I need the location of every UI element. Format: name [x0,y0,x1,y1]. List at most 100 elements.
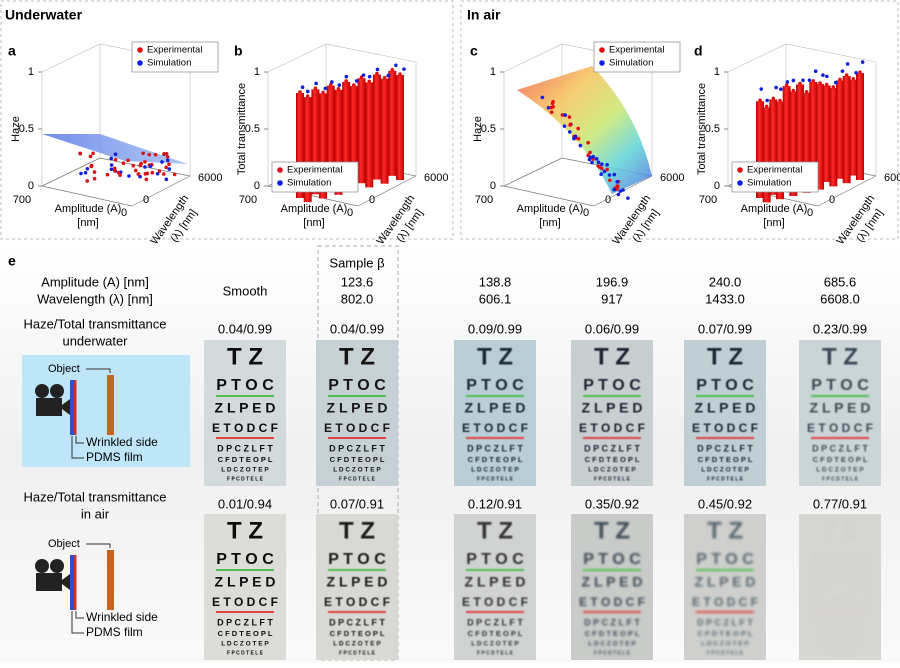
data-point [626,196,630,200]
chart-line: F P C D T E L E [227,650,264,656]
data-point [143,160,147,164]
chart-line: F P C D T E L E [822,650,859,656]
data-point [157,169,162,173]
panel-label: e [8,253,16,269]
camera-lens [62,574,70,590]
bar [380,78,389,184]
photo [454,514,536,660]
legend-entry: Experimental [287,165,342,176]
data-point [138,163,143,168]
arrow [71,436,84,459]
data-point [305,89,310,94]
data-point [323,86,328,91]
z-tick-label: 0.5 [245,123,260,135]
data-point [764,104,769,109]
y-tick-label: 0 [369,194,375,206]
x-axis-label: Amplitude (A) [55,203,122,215]
camera-reel [35,559,49,573]
chart-line: E T O D C F [692,421,758,435]
chart-line: T Z [339,517,375,544]
chart-line: D P C Z L F T [467,617,523,627]
data-point [133,168,138,173]
chart-line: C F D T E O P L [585,455,640,464]
data-point [92,176,97,181]
z-tick-label: 1 [254,66,260,78]
chart-line: E T O D C F [212,595,278,609]
data-point [402,67,406,71]
chart-line: Z L P E D [810,574,871,590]
x-axis-label: Amplitude (A) [281,203,348,215]
data-point [844,73,849,77]
chart-line: F P C D T E L E [477,650,514,656]
photo [571,340,653,486]
photo [684,514,766,660]
data-point [298,90,302,94]
bar [365,82,374,188]
chart-line: L D C Z O T E P [588,641,636,648]
haze-value: 0.07/0.99 [698,321,752,336]
chart-line: T Z [339,343,375,370]
data-point [771,96,776,101]
data-point [811,79,816,83]
legend-entry: Simulation [287,178,331,189]
wavelength: 802.0 [341,291,374,306]
object [107,375,114,435]
data-point [112,166,117,171]
chart-line: P T O C [466,377,524,394]
data-point [801,78,805,83]
chart-line: T Z [477,343,513,370]
data-point [386,73,390,78]
photo [684,340,766,486]
data-point [759,87,764,91]
chart-line: C F D T E O P L [330,629,385,638]
y-tick-label: 0 [143,194,149,206]
data-point [833,80,838,85]
film-red [74,380,77,435]
data-point [78,151,83,156]
haze-value: 0.45/0.92 [698,496,752,511]
data-point [164,165,168,170]
chart-line: F P C D T E L E [339,476,376,482]
wavelength: 6608.0 [820,291,860,306]
x-axis-label: Amplitude (A) [741,203,808,215]
data-point [605,163,609,167]
eye-chart: T Z P T O C Z L P E D E T O D C F D P C Z L … [807,343,873,482]
data-point [594,157,599,161]
chart-line: F P C D T E L E [707,650,744,656]
chart-line: T Z [594,343,630,370]
data-point [143,172,148,176]
data-point [148,164,153,169]
chart-line: D P C Z L F T [697,443,753,453]
chart-line: C F D T E O P L [468,455,523,464]
chart-line: P T O C [328,551,386,568]
legend-box [271,161,359,193]
chart-line: C F D T E O P L [218,629,273,638]
data-point [109,167,114,172]
eye-chart: T Z P T O C Z L P E D E T O D C F D P C Z L … [212,517,278,656]
data-point [621,188,625,192]
data-point [546,105,551,110]
panel-label: d [694,43,703,59]
bar [842,76,851,184]
data-point [774,85,778,90]
data-point [596,160,601,165]
data-point [600,162,604,166]
section-title: Underwater [5,7,83,23]
data-point [354,79,359,83]
z-tick-label: 0 [714,180,720,192]
data-point [367,74,372,79]
legend-box [731,161,819,193]
data-point [375,67,380,72]
data-point [838,77,842,82]
chart-line: F P C D T E L E [707,476,744,482]
chart-line: T Z [822,517,858,544]
bar [303,97,312,203]
data-point [798,81,802,86]
data-point [83,170,88,175]
chart-line: T Z [227,517,263,544]
